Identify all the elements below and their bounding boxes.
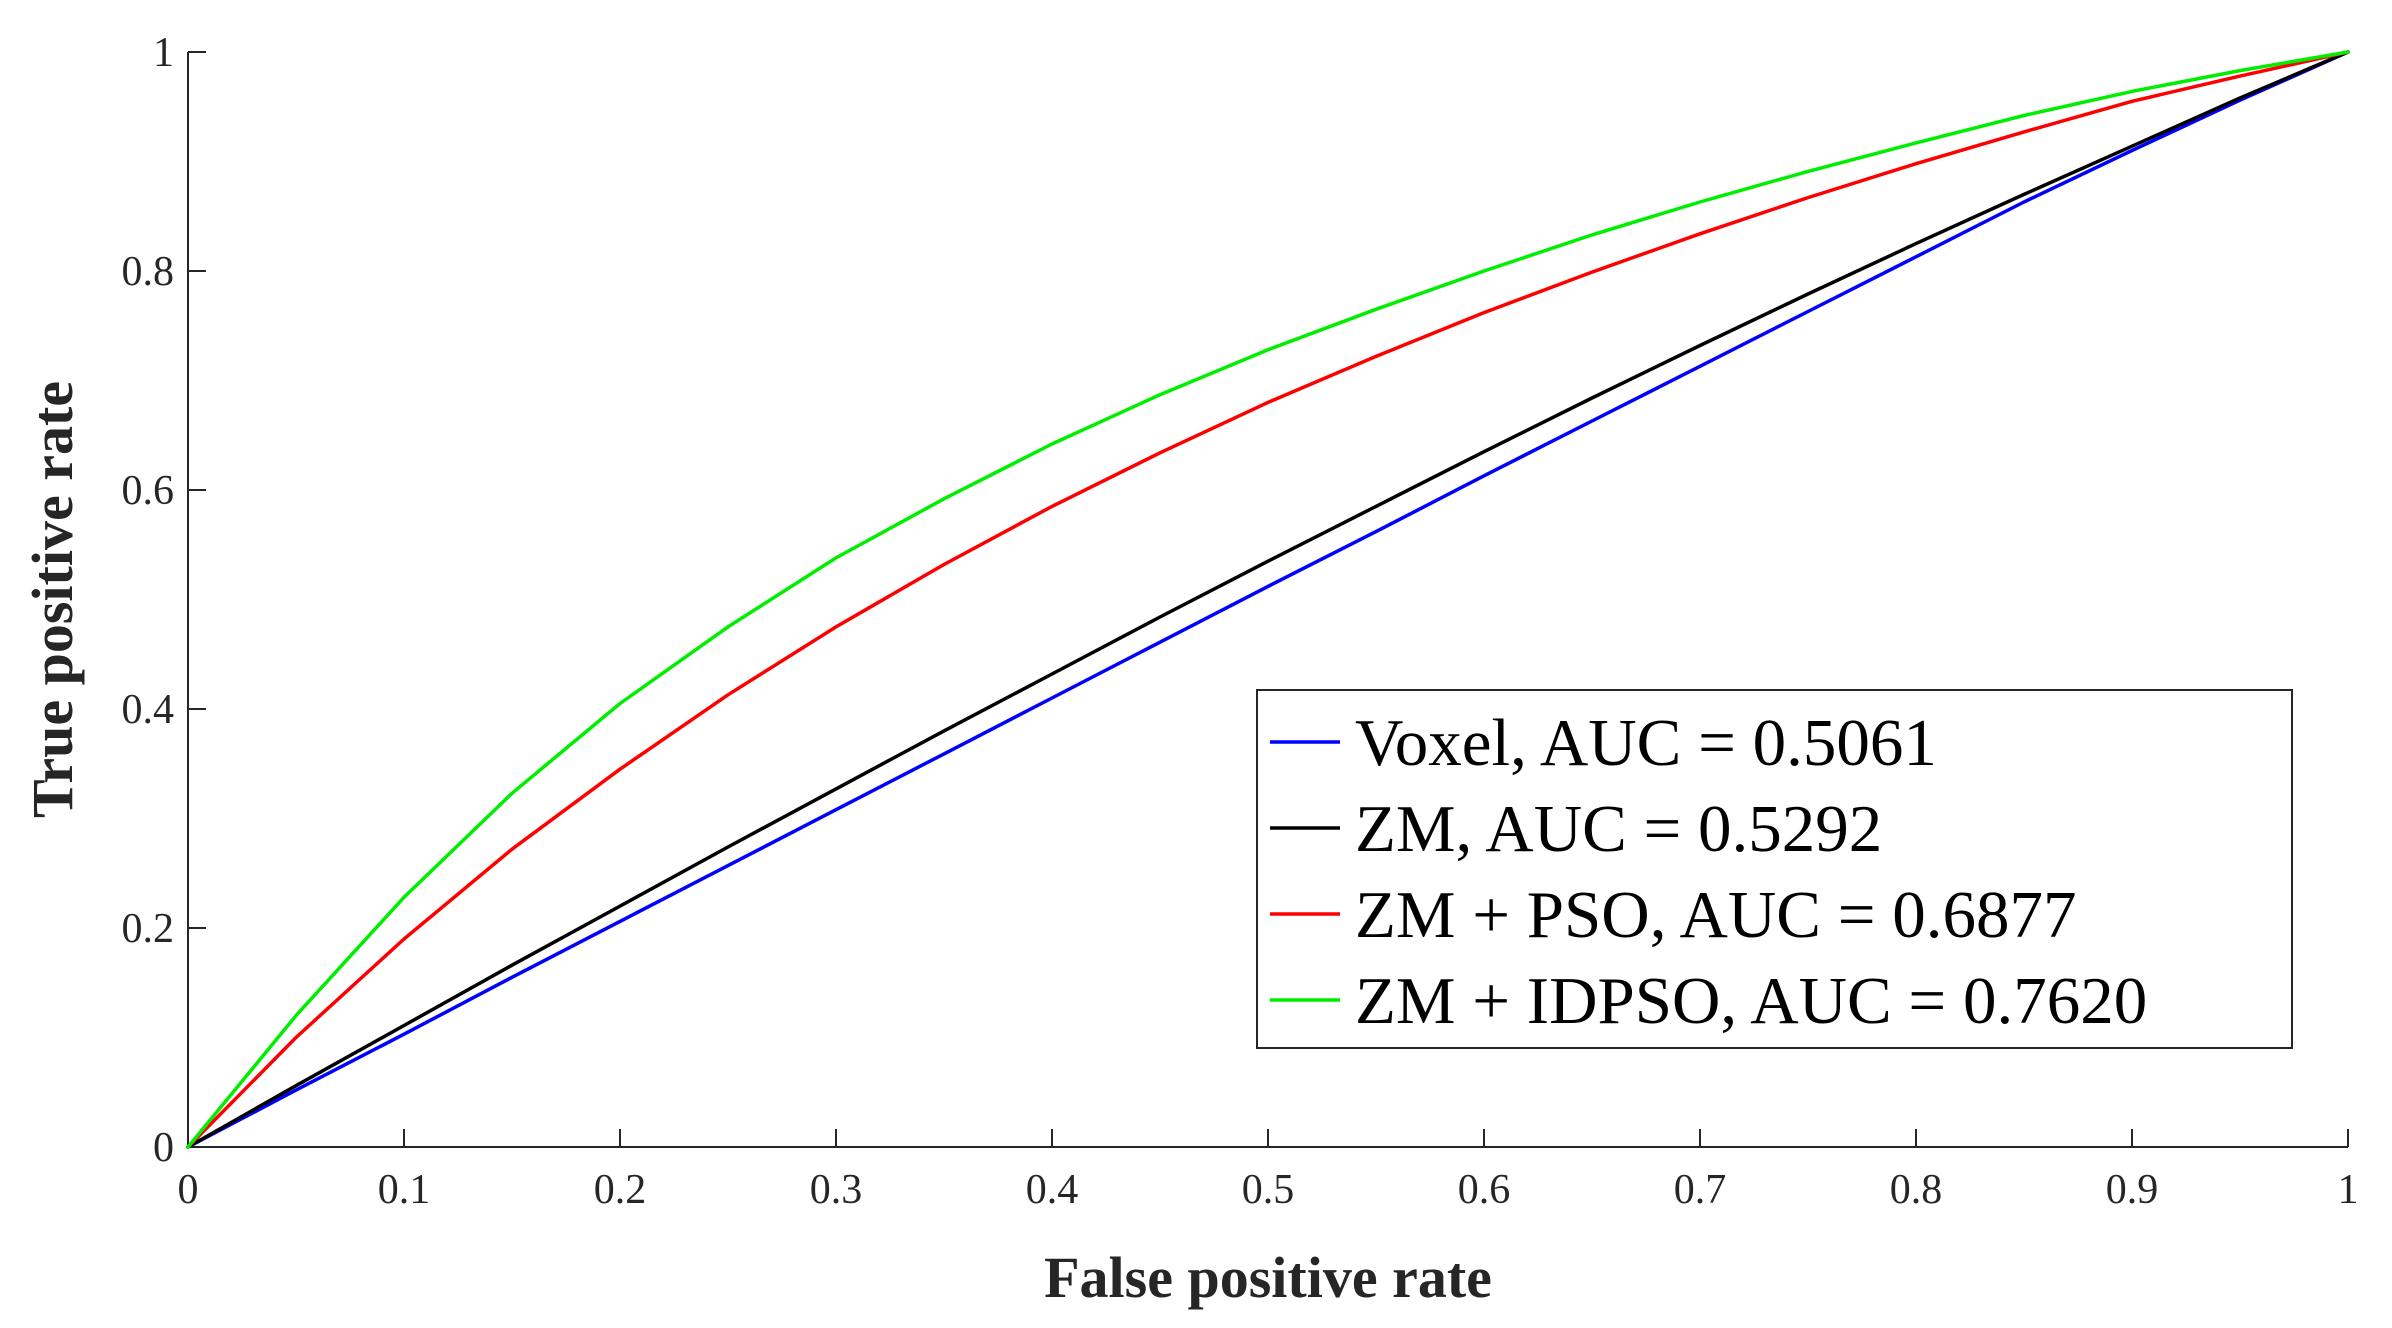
- series-lines: [186, 50, 2350, 1149]
- x-tick-label: 1: [2338, 1167, 2359, 1213]
- y-axis-title: True positive rate: [20, 381, 85, 818]
- legend: Voxel, AUC = 0.5061 ZM, AUC = 0.5292 ZM + …: [1256, 689, 2293, 1049]
- x-tick-label: 0.2: [594, 1167, 647, 1213]
- x-tick-label: 0: [178, 1167, 199, 1213]
- x-tick-label: 0.3: [810, 1167, 863, 1213]
- x-tick-label: 0.7: [1674, 1167, 1727, 1213]
- y-tick-label: 0.2: [122, 906, 175, 952]
- legend-label-4: ZM + IDPSO, AUC = 0.7620: [1355, 964, 2147, 1038]
- x-tick-label: 0.9: [2106, 1167, 2159, 1213]
- x-tick-label: 0.8: [1890, 1167, 1943, 1213]
- y-tick-label: 1: [153, 30, 174, 76]
- x-tick-label: 0.6: [1458, 1167, 1511, 1213]
- x-axis-title: False positive rate: [1044, 1245, 1492, 1310]
- y-tick-label: 0.4: [122, 687, 175, 733]
- legend-box: [1256, 689, 2293, 1049]
- legend-label-1: Voxel, AUC = 0.5061: [1355, 706, 1937, 780]
- legend-label-3: ZM + PSO, AUC = 0.6877: [1355, 878, 2077, 952]
- series-line-1: [186, 50, 2350, 1149]
- y-tick-label: 0.8: [122, 249, 175, 295]
- x-tick-label: 0.1: [378, 1167, 431, 1213]
- series-line-4: [186, 50, 2350, 1149]
- legend-label-2: ZM, AUC = 0.5292: [1355, 792, 1882, 866]
- y-tick-label: 0.6: [122, 468, 175, 514]
- x-tick-label: 0.4: [1026, 1167, 1079, 1213]
- series-line-3: [186, 50, 2350, 1149]
- series-line-2: [186, 50, 2350, 1149]
- y-tick-label: 0: [153, 1125, 174, 1171]
- x-tick-label: 0.5: [1242, 1167, 1295, 1213]
- axes: 0 0.1 0.2 0.3 0.4 0.5 0.6 0.7 0.8 0.9 1 0 0.2 0.4 0.6 0…: [122, 30, 2359, 1213]
